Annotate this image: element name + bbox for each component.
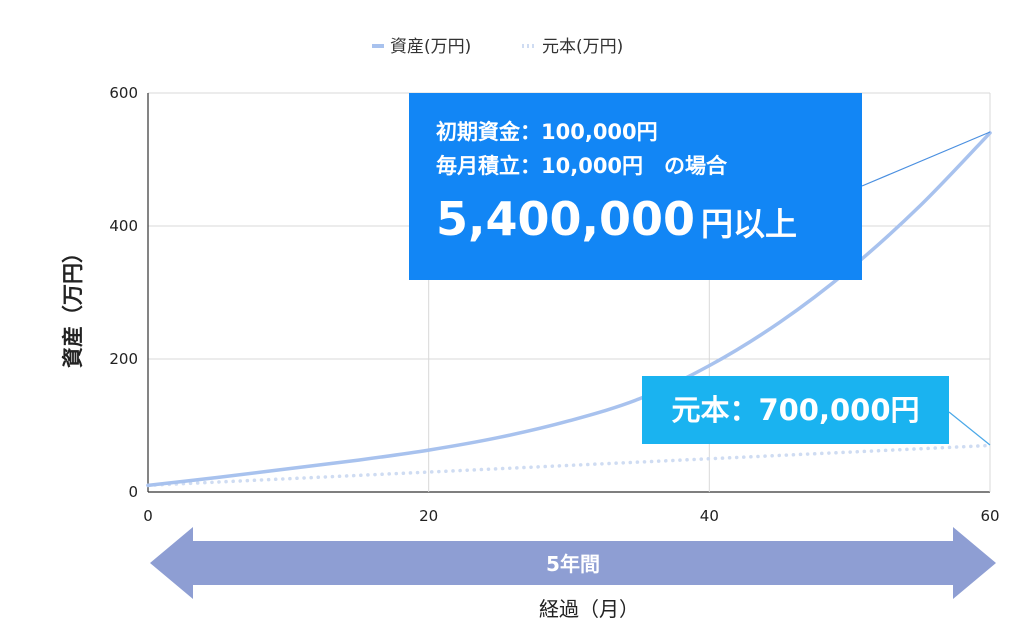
callout-amount-row: 5,400,000 円以上 [436, 187, 862, 262]
y-tick-label: 0 [128, 483, 138, 501]
y-tick-label: 600 [109, 84, 138, 102]
x-axis-title: 経過（月） [539, 597, 639, 621]
callout-principal: 元本：700,000円 [642, 376, 949, 444]
legend: 資産(万円) 元本(万円) [372, 37, 623, 57]
y-tick-label: 200 [109, 350, 138, 368]
callout-main-leader [861, 131, 991, 187]
period-arrow-label: 5年間 [546, 552, 600, 576]
callout-principal-leader [948, 411, 991, 446]
tick-labels: 0 200 400 600 0 20 40 60 [109, 84, 999, 525]
callout-initial-fund: 初期資金：100,000円 [436, 120, 658, 144]
y-axis-title: 資産（万円） [61, 242, 85, 368]
callout-amount: 5,400,000 [436, 192, 695, 246]
period-arrow: 5年間 [150, 527, 996, 599]
legend-label-assets: 資産(万円) [390, 37, 471, 57]
x-tick-label: 20 [419, 507, 438, 525]
period-arrow-shape [150, 527, 996, 599]
callout-monthly-deposit: 毎月積立：10,000円 の場合 [436, 154, 728, 178]
x-tick-label: 0 [143, 507, 153, 525]
x-tick-label: 40 [700, 507, 719, 525]
legend-label-principal: 元本(万円) [542, 37, 623, 57]
x-tick-label: 60 [980, 507, 999, 525]
y-tick-label: 400 [109, 217, 138, 235]
series-line-principal [146, 443, 992, 488]
callout-main: 初期資金：100,000円 毎月積立：10,000円 の場合 5,400,000… [409, 93, 862, 280]
callout-amount-suffix: 円以上 [701, 205, 798, 243]
